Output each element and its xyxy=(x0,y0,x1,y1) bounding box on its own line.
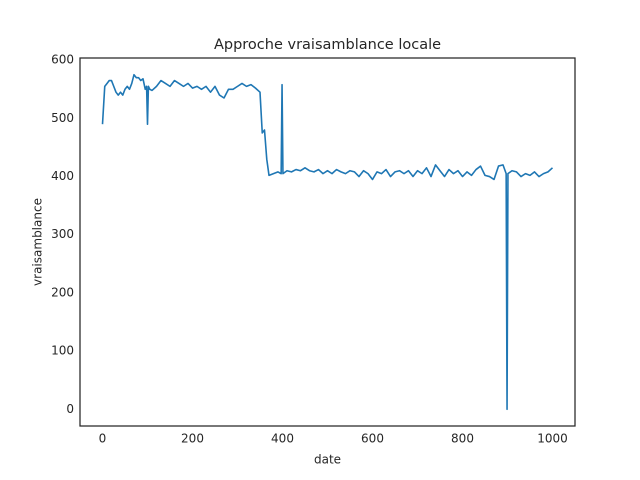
x-axis-label: date xyxy=(314,453,341,467)
y-tick-label: 500 xyxy=(51,111,74,125)
y-tick-label: 300 xyxy=(51,227,74,241)
y-tick-label: 0 xyxy=(66,402,74,416)
x-tick-label: 800 xyxy=(451,432,474,446)
y-tick-label: 600 xyxy=(51,53,74,67)
x-tick-label: 200 xyxy=(181,432,204,446)
x-tick-label: 1000 xyxy=(537,432,568,446)
y-tick-label: 400 xyxy=(51,169,74,183)
x-tick-label: 0 xyxy=(99,432,107,446)
y-tick-label: 100 xyxy=(51,344,74,358)
y-tick-label: 200 xyxy=(51,285,74,299)
axes-frame xyxy=(79,57,576,427)
data-line xyxy=(101,73,554,411)
plot-area xyxy=(101,73,554,411)
x-tick-label: 600 xyxy=(361,432,384,446)
x-tick-label: 400 xyxy=(271,432,294,446)
chart-title: Approche vraisamblance locale xyxy=(214,37,441,53)
y-axis-label: vraisamblance xyxy=(31,198,45,286)
